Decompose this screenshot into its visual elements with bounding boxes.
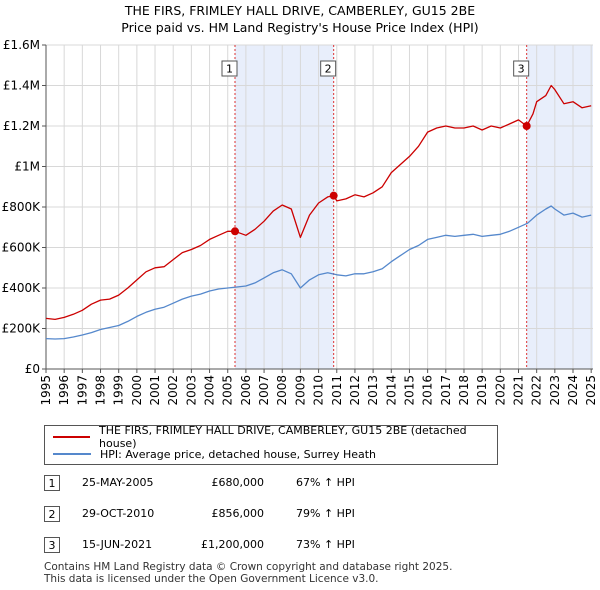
x-tick-label: 2020 bbox=[493, 375, 507, 406]
y-tick-label: £1.6M bbox=[3, 38, 40, 52]
x-tick-label: 2019 bbox=[475, 375, 489, 406]
sale-hpi-change: 67% ↑ HPI bbox=[296, 476, 355, 489]
x-tick-label: 2012 bbox=[348, 375, 362, 406]
x-tick-label: 2010 bbox=[312, 375, 326, 406]
x-tick-label: 2009 bbox=[293, 375, 307, 406]
x-tick-label: 2004 bbox=[203, 375, 217, 406]
y-tick-label: £800K bbox=[2, 200, 42, 214]
sale-marker-box-1 bbox=[221, 60, 238, 77]
x-tick-label: 2023 bbox=[548, 375, 562, 406]
x-tick-label: 2001 bbox=[148, 375, 162, 406]
legend-item-property: THE FIRS, FRIMLEY HALL DRIVE, CAMBERLEY,… bbox=[53, 424, 497, 450]
sale-marker-label-2: 2 bbox=[325, 63, 332, 76]
x-tick-label: 2015 bbox=[402, 375, 416, 406]
sale-number-badge: 2 bbox=[44, 506, 60, 522]
x-tick-label: 1995 bbox=[39, 375, 53, 406]
x-tick-label: 1996 bbox=[57, 375, 71, 406]
sale-date: 25-MAY-2005 bbox=[82, 476, 154, 489]
sale-price: £1,200,000 bbox=[201, 538, 264, 551]
y-tick-label: £400K bbox=[2, 281, 42, 295]
x-tick-label: 1999 bbox=[112, 375, 126, 406]
x-tick-label: 2006 bbox=[239, 375, 253, 406]
legend-item-hpi: HPI: Average price, detached house, Surr… bbox=[53, 446, 376, 462]
sale-marker-label-1: 1 bbox=[226, 63, 233, 76]
x-tick-label: 2000 bbox=[130, 375, 144, 406]
chart-title: THE FIRS, FRIMLEY HALL DRIVE, CAMBERLEY,… bbox=[124, 3, 476, 18]
y-tick-label: £1M bbox=[14, 160, 40, 174]
sale-price: £856,000 bbox=[211, 507, 265, 520]
sale-marker-box-2 bbox=[320, 60, 337, 77]
chart-subtitle: Price paid vs. HM Land Registry's House … bbox=[121, 20, 479, 35]
x-tick-label: 2021 bbox=[511, 375, 525, 406]
footer-licence: This data is licensed under the Open Gov… bbox=[44, 573, 379, 585]
x-tick-label: 2025 bbox=[584, 375, 598, 406]
x-tick-label: 2011 bbox=[330, 375, 344, 406]
x-tick-label: 2016 bbox=[421, 375, 435, 406]
x-tick-label: 2003 bbox=[184, 375, 198, 406]
footer-copyright: Contains HM Land Registry data © Crown c… bbox=[44, 561, 453, 573]
y-tick-label: £200K bbox=[2, 322, 42, 336]
x-tick-label: 2022 bbox=[530, 375, 544, 406]
sale-number-badge: 1 bbox=[44, 475, 60, 491]
x-tick-label: 1997 bbox=[75, 375, 89, 406]
x-tick-label: 2024 bbox=[566, 375, 580, 406]
price-chart: £0 £200K £400K £600K £800K £1M £1.2M £1.4M £1.6M… bbox=[2, 38, 599, 406]
sale-marker-box-3 bbox=[513, 60, 530, 77]
y-tick-label: £600K bbox=[2, 241, 42, 255]
legend: THE FIRS, FRIMLEY HALL DRIVE, CAMBERLEY,… bbox=[44, 424, 498, 465]
y-tick-label: £1.4M bbox=[3, 79, 40, 93]
y-tick-label: £0 bbox=[25, 362, 40, 376]
legend-property-label: THE FIRS, FRIMLEY HALL DRIVE, CAMBERLEY,… bbox=[99, 424, 467, 450]
hpi-line-swatch bbox=[53, 453, 91, 455]
property-line-swatch bbox=[53, 436, 91, 438]
sale-hpi-change: 73% ↑ HPI bbox=[296, 538, 355, 551]
x-tick-label: 2018 bbox=[457, 375, 471, 406]
x-tick-label: 2002 bbox=[166, 375, 180, 406]
sale-date: 15-JUN-2021 bbox=[82, 538, 153, 551]
y-tick-label: £1.2M bbox=[3, 119, 40, 133]
sale-point-1 bbox=[230, 227, 239, 236]
sale-point-2 bbox=[329, 191, 338, 200]
x-tick-label: 2013 bbox=[366, 375, 380, 406]
x-tick-label: 2007 bbox=[257, 375, 271, 406]
x-tick-label: 2005 bbox=[221, 375, 235, 406]
x-tick-label: 2008 bbox=[275, 375, 289, 406]
sale-date: 29-OCT-2010 bbox=[82, 507, 155, 520]
sale-price: £680,000 bbox=[211, 476, 265, 489]
sale-number-badge: 3 bbox=[44, 537, 60, 553]
x-tick-label: 2014 bbox=[384, 375, 398, 406]
x-tick-label: 2017 bbox=[439, 375, 453, 406]
hpi-line bbox=[45, 205, 592, 340]
x-tick-label: 1998 bbox=[94, 375, 108, 406]
legend-hpi-label: HPI: Average price, detached house, Surr… bbox=[100, 447, 377, 461]
sale-hpi-change: 79% ↑ HPI bbox=[296, 507, 355, 520]
sale-marker-label-3: 3 bbox=[518, 63, 525, 76]
sale-point-3 bbox=[522, 122, 531, 130]
